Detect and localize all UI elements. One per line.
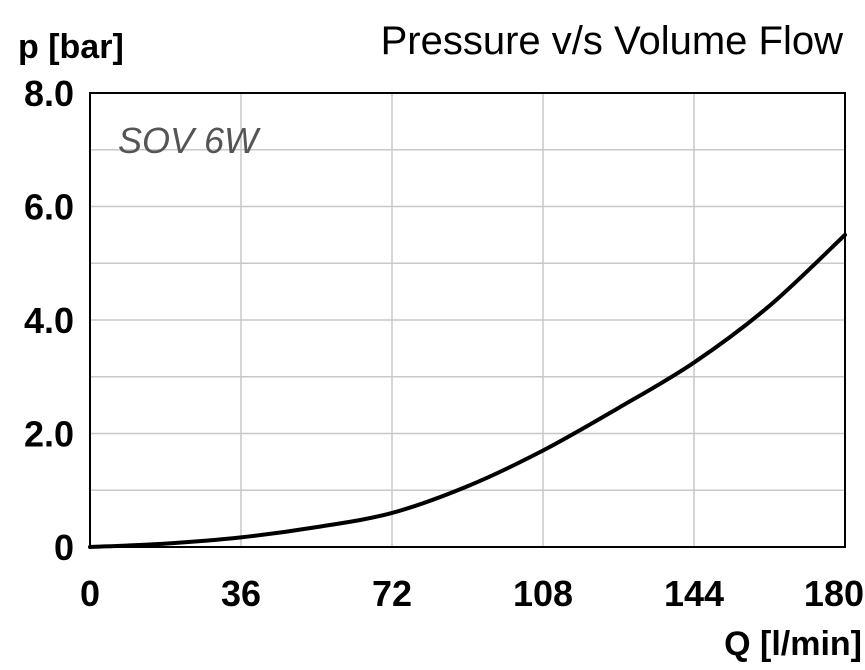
grid [90,93,845,547]
y-tick-label: 0 [54,527,74,568]
x-tick-label: 144 [664,573,724,614]
y-tick-labels: 0 2.0 4.0 6.0 8.0 [24,73,74,568]
y-tick-label: 6.0 [24,187,74,228]
chart-title: Pressure v/s Volume Flow [381,19,843,63]
y-tick-label: 8.0 [24,73,74,114]
series-annotation: SOV 6W [118,120,261,161]
y-axis-label: p [bar] [18,28,124,66]
plot-frame [89,92,846,548]
x-tick-labels: 0 36 72 108 144 180 [80,573,864,614]
x-tick-label: 0 [80,573,100,614]
x-tick-label: 180 [804,573,864,614]
y-tick-label: 4.0 [24,300,74,341]
pressure-curve [88,232,847,549]
x-tick-label: 36 [221,573,261,614]
y-tick-label: 2.0 [24,414,74,455]
x-tick-label: 72 [372,573,412,614]
x-axis-label: Q [l/min] [724,625,862,663]
x-tick-label: 108 [513,573,573,614]
